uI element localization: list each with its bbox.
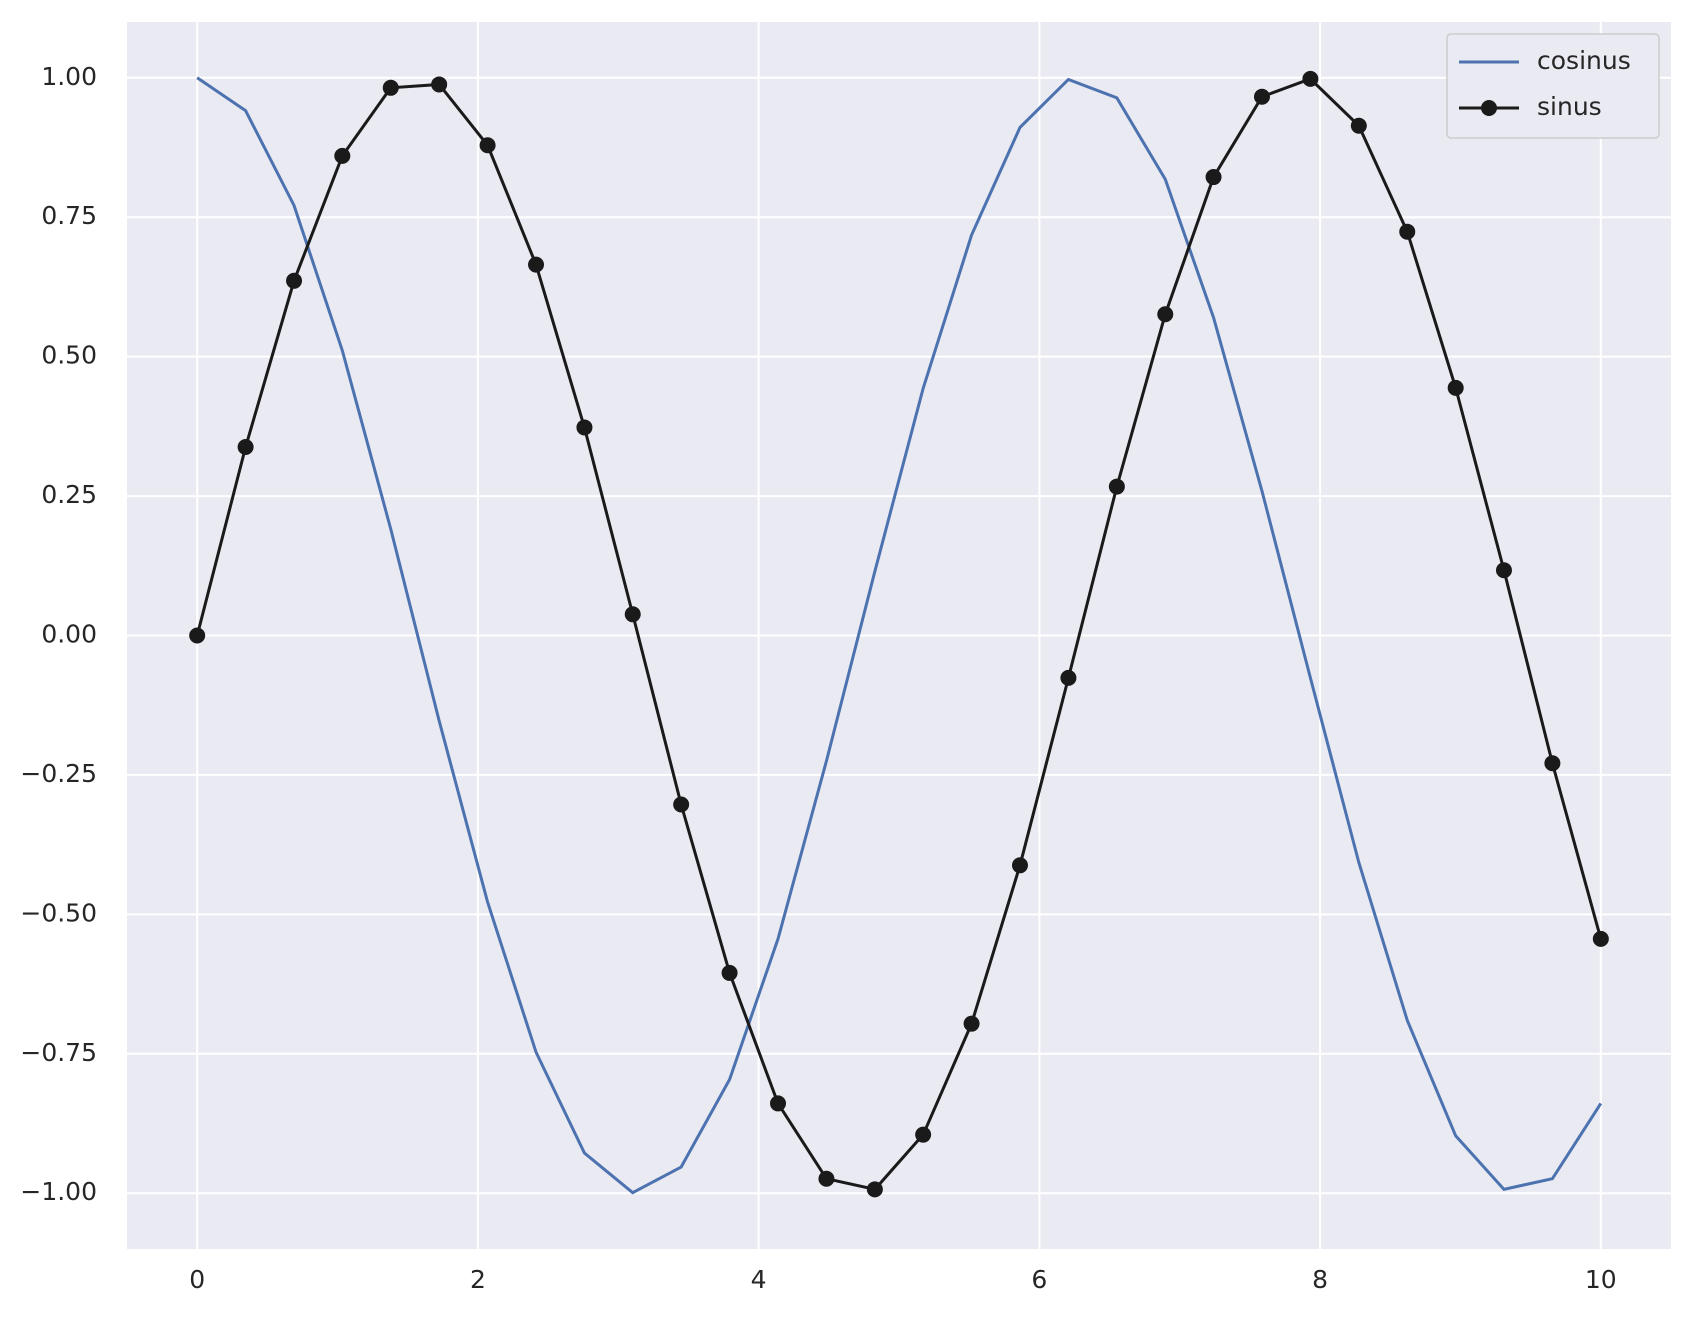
marker: [1253, 88, 1270, 105]
x-tick-label: 4: [751, 1265, 767, 1294]
marker: [479, 137, 496, 154]
marker: [770, 1095, 787, 1112]
marker: [915, 1126, 932, 1143]
marker: [721, 964, 738, 981]
marker: [1157, 306, 1174, 323]
y-tick-label: 1.00: [41, 62, 97, 91]
legend-label: sinus: [1537, 92, 1602, 121]
legend-box: [1446, 33, 1660, 139]
marker: [1011, 857, 1028, 874]
x-tick-label: 6: [1031, 1265, 1047, 1294]
y-tick-label: 0.00: [41, 620, 97, 649]
line: [195, 77, 1603, 1191]
x-tick-label: 10: [1585, 1265, 1617, 1294]
marker: [1447, 379, 1464, 396]
marker: [1302, 70, 1319, 87]
marker: [528, 256, 545, 273]
marker: [818, 1170, 835, 1187]
y-tick-label: −0.75: [20, 1038, 97, 1067]
line: [196, 76, 1603, 1195]
x-tick-label: 0: [189, 1265, 205, 1294]
y-tick-label: 0.75: [41, 201, 97, 230]
legend-label: cosinus: [1537, 46, 1631, 75]
marker: [1108, 478, 1125, 495]
x-tick-label: 2: [470, 1265, 486, 1294]
marker: [866, 1181, 883, 1198]
marker: [1495, 562, 1512, 579]
legend-marker: [1481, 100, 1497, 116]
marker: [576, 419, 593, 436]
y-tick-label: 0.25: [41, 480, 97, 509]
y-tick-label: −1.00: [20, 1177, 97, 1206]
marker: [963, 1015, 980, 1032]
y-tick-label: 0.50: [41, 341, 97, 370]
y-tick-label: −0.50: [20, 898, 97, 927]
marker: [1060, 669, 1077, 686]
marker: [189, 627, 206, 644]
marker: [286, 272, 303, 289]
marker: [673, 796, 690, 813]
marker: [334, 147, 351, 164]
marker: [1205, 169, 1222, 186]
y-tick-label: −0.25: [20, 759, 97, 788]
marker: [1399, 223, 1416, 240]
marker: [431, 76, 448, 93]
marker: [1544, 755, 1561, 772]
marker: [1592, 930, 1609, 947]
marker: [1350, 117, 1367, 134]
legend: cosinus sinus: [1446, 33, 1660, 139]
marker: [237, 438, 254, 455]
x-tick-label: 8: [1312, 1265, 1328, 1294]
marker: [624, 606, 641, 623]
marker: [382, 79, 399, 96]
